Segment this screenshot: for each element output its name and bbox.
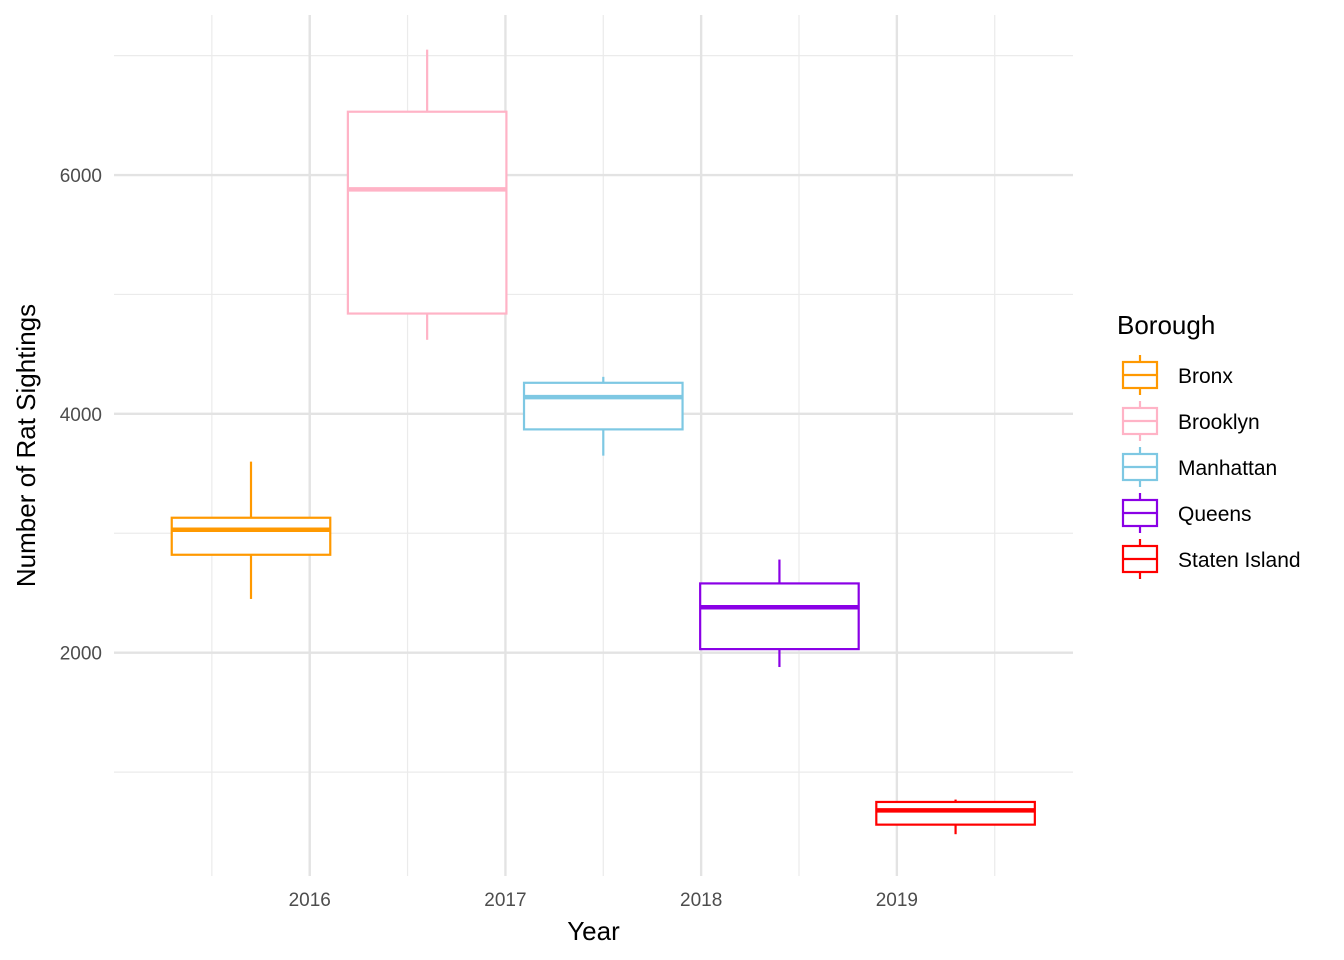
y-axis-title: Number of Rat Sightings [11, 304, 41, 587]
boxplot-box [346, 110, 508, 315]
legend-key [1121, 493, 1159, 533]
box-layer [170, 49, 1036, 835]
grid-layer [114, 15, 1073, 876]
legend-key [1121, 401, 1159, 441]
y-tick-label: 4000 [60, 405, 102, 426]
y-tick-label: 6000 [60, 166, 102, 187]
boxplot-manhattan [522, 376, 684, 456]
legend-label: Staten Island [1178, 549, 1301, 572]
legend-key [1121, 539, 1159, 579]
legend-title: Borough [1117, 310, 1215, 340]
x-tick-label: 2019 [876, 890, 918, 911]
legend-label: Manhattan [1178, 457, 1277, 480]
axis-layer: 2016 2017 2018 2019 2000 4000 6000 Year Number o… [11, 166, 918, 946]
y-tick-label: 2000 [60, 644, 102, 665]
legend-label: Bronx [1178, 365, 1233, 388]
legend-label: Brooklyn [1178, 411, 1260, 434]
boxplot-box [699, 582, 860, 651]
x-tick-label: 2016 [289, 890, 331, 911]
boxplot-staten-island [875, 799, 1036, 835]
boxplot-box [522, 381, 684, 431]
x-axis-title: Year [567, 916, 620, 946]
legend-key [1121, 447, 1159, 487]
legend-label: Queens [1178, 503, 1252, 526]
boxplot-queens [699, 559, 860, 668]
boxplot-box [170, 516, 332, 556]
boxplot-brooklyn [346, 49, 508, 340]
x-tick-label: 2017 [484, 890, 526, 911]
boxplot-bronx [170, 461, 332, 599]
legend: Borough Bronx Brooklyn Manhattan Queens State… [1117, 310, 1301, 579]
x-tick-label: 2018 [680, 890, 722, 911]
boxplot-box [875, 800, 1036, 826]
legend-key [1121, 355, 1159, 395]
